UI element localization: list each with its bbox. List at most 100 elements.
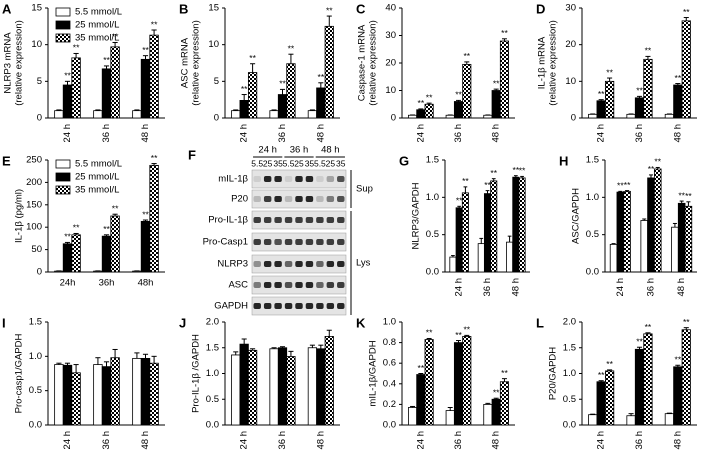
blot-band [253, 196, 261, 202]
blot-band [295, 239, 303, 245]
blot-conc: 25 [326, 158, 336, 168]
panel-letter: I [2, 315, 6, 330]
bar [588, 414, 598, 426]
x-tick-label: 48 h [140, 431, 151, 450]
blot-band [337, 217, 345, 223]
bar [477, 243, 485, 273]
bar [681, 20, 691, 119]
bar [512, 176, 520, 273]
y-tick-label: 200 [26, 177, 42, 188]
blot-time: 48 h [321, 145, 340, 156]
bar [445, 410, 455, 426]
x-tick-label: 36 h [101, 124, 112, 143]
bar [408, 114, 418, 119]
bar [623, 190, 631, 273]
blot-band [274, 303, 282, 309]
y-tick-label: 0.5 [426, 229, 439, 240]
bar [681, 329, 691, 426]
y-tick-label: 1.0 [586, 192, 599, 203]
bar [424, 339, 434, 426]
bar [449, 256, 457, 273]
bar [673, 366, 683, 426]
y-axis-label: (relative expression) [548, 20, 559, 106]
bar [132, 110, 142, 119]
bar [149, 164, 159, 273]
blot-band [305, 196, 314, 202]
blot-conc: 25 [263, 158, 273, 168]
blot-row-label: mIL-1β [218, 174, 248, 185]
blot-band [337, 239, 345, 245]
significance: ** [645, 322, 652, 332]
y-tick-label: 1.0 [29, 351, 42, 362]
bar [673, 84, 683, 119]
bar [483, 193, 492, 273]
y-tick-label: 0.0 [563, 420, 576, 431]
bar [71, 57, 81, 119]
significance: ** [418, 98, 425, 108]
bar [93, 364, 103, 426]
significance: ** [142, 209, 149, 219]
y-tick-label: 0 [571, 113, 576, 124]
y-tick-label: 0.5 [586, 229, 599, 240]
significance: ** [151, 19, 158, 29]
significance: ** [654, 157, 661, 167]
y-axis-label: (relative expression) [368, 20, 379, 106]
significance: ** [426, 328, 433, 338]
bar [54, 110, 64, 119]
blot-row-label: GAPDH [214, 301, 248, 312]
blot-band [284, 282, 293, 288]
y-tick-label: 0.5 [206, 394, 219, 405]
significance: ** [73, 43, 80, 53]
x-tick-label: 36 h [101, 431, 112, 450]
y-axis-label: Caspase-1 mRNA [357, 24, 368, 101]
y-tick-label: 0.0 [426, 267, 439, 278]
significance: ** [519, 166, 526, 176]
blot-band [326, 176, 335, 182]
significance: ** [606, 359, 613, 369]
panel-letter: K [356, 315, 366, 330]
blot-band [253, 261, 261, 267]
bar [424, 103, 434, 119]
bar [604, 370, 615, 426]
legend-swatch [55, 20, 71, 30]
blot-time: 36 h [290, 145, 309, 156]
y-axis-label: Pro-casp1/GAPDH [14, 334, 25, 414]
significance: ** [241, 84, 248, 94]
blot-band [253, 303, 261, 309]
blot-band [274, 261, 282, 267]
significance: ** [490, 168, 497, 178]
bar [455, 207, 463, 273]
bar [461, 192, 469, 273]
x-tick-label: 36 h [277, 124, 288, 143]
y-tick-label: 40 [385, 3, 396, 14]
x-tick-label: 48 h [510, 278, 521, 297]
blot-band [305, 303, 314, 309]
panel-letter: F [188, 147, 196, 162]
y-tick-label: 5 [214, 76, 219, 87]
bar [483, 114, 493, 119]
x-tick-label: 48 h [672, 124, 683, 143]
legend-swatch [55, 159, 71, 169]
x-tick-label: 24h [60, 278, 76, 289]
y-tick-label: 0.2 [383, 399, 396, 410]
blot-band [263, 282, 272, 288]
bar [653, 168, 662, 273]
bar [408, 407, 418, 426]
blot-band [295, 282, 303, 288]
significance: ** [598, 370, 605, 380]
blot-band [337, 196, 345, 202]
bar [101, 366, 112, 426]
bar [596, 100, 606, 119]
y-tick-label: 0.0 [29, 420, 42, 431]
blot-band [263, 261, 272, 267]
bar [671, 226, 679, 273]
significance: ** [675, 355, 682, 365]
blot-band [295, 196, 303, 202]
blot-band [316, 217, 324, 223]
x-tick-label: 36 h [646, 278, 657, 297]
y-tick-label: 250 [26, 155, 42, 166]
bar [286, 356, 296, 426]
y-tick-label: 10 [208, 39, 219, 50]
blot-band [274, 196, 282, 202]
blot-band [337, 303, 345, 309]
